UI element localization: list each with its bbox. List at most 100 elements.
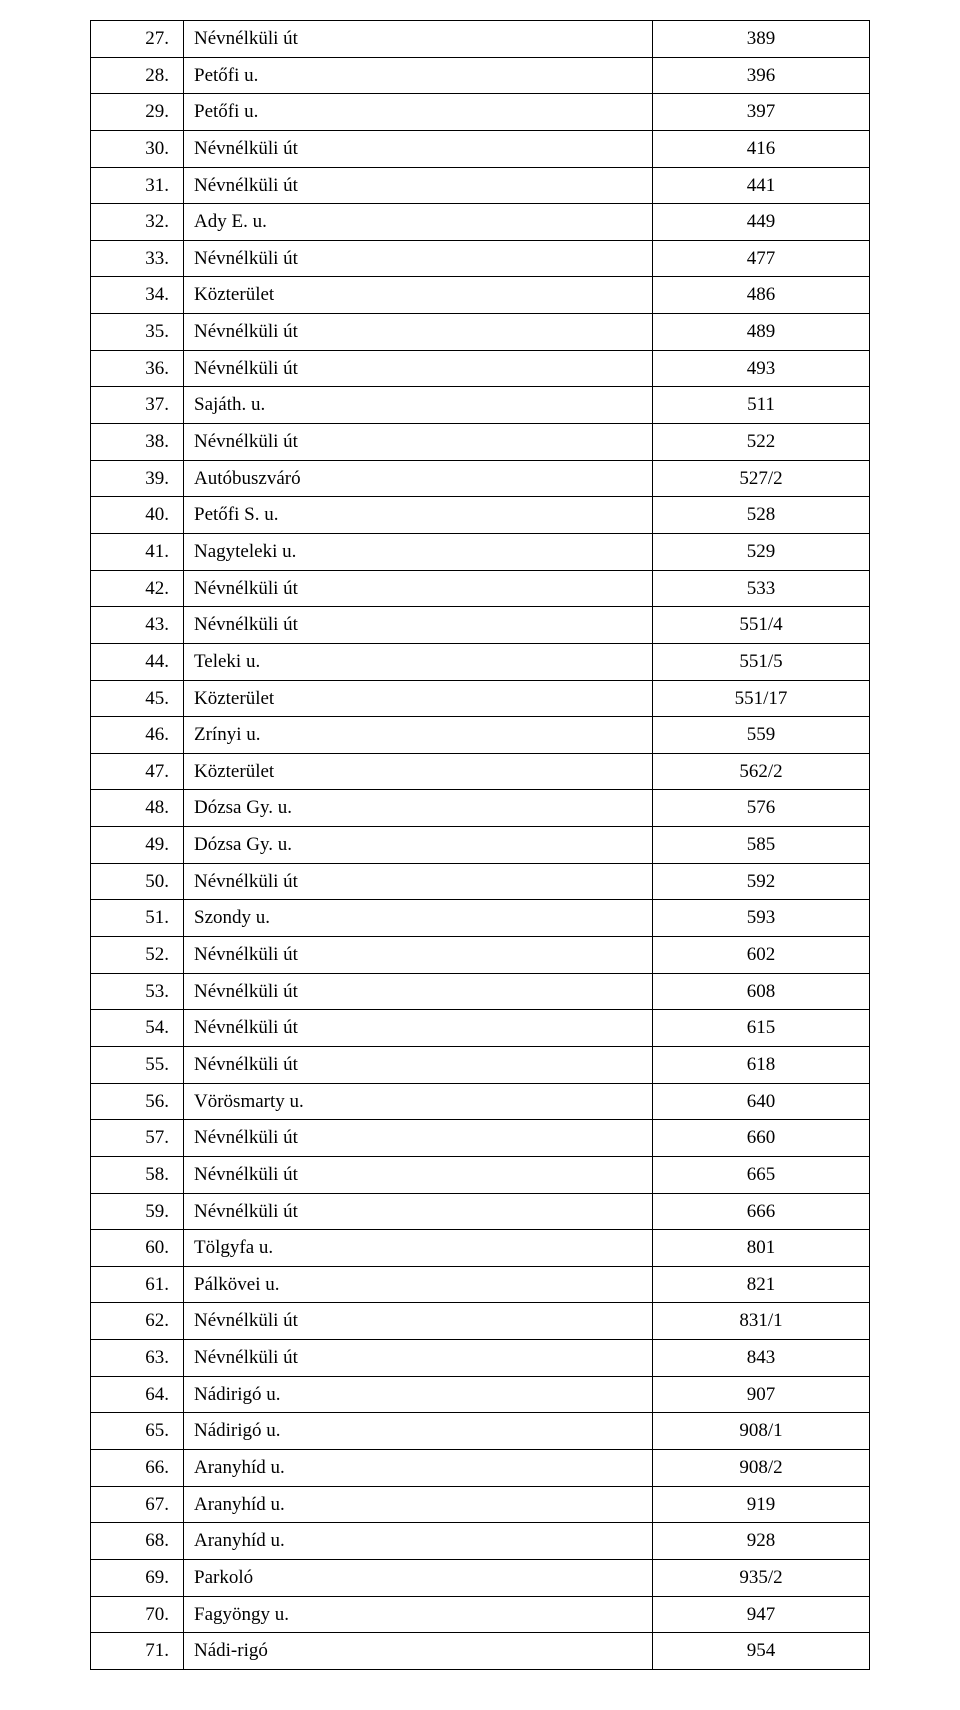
table-row: 43.Névnélküli út551/4: [91, 607, 870, 644]
row-number-cell: 57.: [91, 1120, 184, 1157]
row-value-cell: 935/2: [653, 1559, 870, 1596]
row-name-cell: Közterület: [184, 680, 653, 717]
row-number-cell: 36.: [91, 350, 184, 387]
row-value-cell: 416: [653, 130, 870, 167]
row-value-cell: 801: [653, 1230, 870, 1267]
row-value-cell: 947: [653, 1596, 870, 1633]
table-row: 62.Névnélküli út831/1: [91, 1303, 870, 1340]
table-row: 36.Névnélküli út493: [91, 350, 870, 387]
row-name-cell: Dózsa Gy. u.: [184, 790, 653, 827]
row-number-cell: 55.: [91, 1046, 184, 1083]
row-name-cell: Parkoló: [184, 1559, 653, 1596]
row-name-cell: Névnélküli út: [184, 1010, 653, 1047]
row-number-cell: 51.: [91, 900, 184, 937]
row-value-cell: 592: [653, 863, 870, 900]
row-number-cell: 39.: [91, 460, 184, 497]
table-row: 66.Aranyhíd u.908/2: [91, 1449, 870, 1486]
table-row: 48.Dózsa Gy. u.576: [91, 790, 870, 827]
data-table: 27.Névnélküli út38928.Petőfi u.39629.Pet…: [90, 20, 870, 1670]
row-number-cell: 28.: [91, 57, 184, 94]
row-name-cell: Névnélküli út: [184, 240, 653, 277]
row-value-cell: 660: [653, 1120, 870, 1157]
row-name-cell: Zrínyi u.: [184, 717, 653, 754]
row-number-cell: 48.: [91, 790, 184, 827]
row-name-cell: Névnélküli út: [184, 1046, 653, 1083]
table-row: 45.Közterület551/17: [91, 680, 870, 717]
row-number-cell: 46.: [91, 717, 184, 754]
row-number-cell: 52.: [91, 937, 184, 974]
row-name-cell: Névnélküli út: [184, 130, 653, 167]
row-name-cell: Névnélküli út: [184, 863, 653, 900]
row-name-cell: Aranyhíd u.: [184, 1523, 653, 1560]
table-row: 39.Autóbuszváró527/2: [91, 460, 870, 497]
row-name-cell: Nádirigó u.: [184, 1376, 653, 1413]
table-row: 68.Aranyhíd u.928: [91, 1523, 870, 1560]
table-row: 55.Névnélküli út618: [91, 1046, 870, 1083]
row-number-cell: 30.: [91, 130, 184, 167]
table-row: 56.Vörösmarty u.640: [91, 1083, 870, 1120]
row-value-cell: 528: [653, 497, 870, 534]
table-row: 29.Petőfi u.397: [91, 94, 870, 131]
row-number-cell: 27.: [91, 21, 184, 58]
table-row: 30.Névnélküli út416: [91, 130, 870, 167]
row-name-cell: Nádirigó u.: [184, 1413, 653, 1450]
row-number-cell: 59.: [91, 1193, 184, 1230]
table-row: 40.Petőfi S. u.528: [91, 497, 870, 534]
row-name-cell: Névnélküli út: [184, 167, 653, 204]
row-name-cell: Névnélküli út: [184, 21, 653, 58]
table-row: 70.Fagyöngy u.947: [91, 1596, 870, 1633]
row-number-cell: 31.: [91, 167, 184, 204]
row-value-cell: 389: [653, 21, 870, 58]
row-name-cell: Petőfi S. u.: [184, 497, 653, 534]
row-number-cell: 38.: [91, 424, 184, 461]
row-name-cell: Nagyteleki u.: [184, 533, 653, 570]
row-number-cell: 29.: [91, 94, 184, 131]
row-number-cell: 62.: [91, 1303, 184, 1340]
table-row: 65.Nádirigó u.908/1: [91, 1413, 870, 1450]
table-row: 58.Névnélküli út665: [91, 1156, 870, 1193]
row-number-cell: 43.: [91, 607, 184, 644]
row-number-cell: 71.: [91, 1633, 184, 1670]
row-number-cell: 32.: [91, 204, 184, 241]
row-number-cell: 44.: [91, 643, 184, 680]
table-row: 57.Névnélküli út660: [91, 1120, 870, 1157]
row-value-cell: 608: [653, 973, 870, 1010]
table-row: 37.Sajáth. u.511: [91, 387, 870, 424]
row-number-cell: 34.: [91, 277, 184, 314]
row-name-cell: Szondy u.: [184, 900, 653, 937]
row-value-cell: 665: [653, 1156, 870, 1193]
table-row: 34.Közterület486: [91, 277, 870, 314]
table-row: 27.Névnélküli út389: [91, 21, 870, 58]
table-row: 46.Zrínyi u.559: [91, 717, 870, 754]
row-name-cell: Petőfi u.: [184, 94, 653, 131]
table-row: 47.Közterület562/2: [91, 753, 870, 790]
table-row: 52.Névnélküli út602: [91, 937, 870, 974]
table-row: 67.Aranyhíd u.919: [91, 1486, 870, 1523]
row-value-cell: 843: [653, 1340, 870, 1377]
table-row: 38.Névnélküli út522: [91, 424, 870, 461]
row-name-cell: Névnélküli út: [184, 1303, 653, 1340]
row-value-cell: 640: [653, 1083, 870, 1120]
row-name-cell: Autóbuszváró: [184, 460, 653, 497]
table-row: 28.Petőfi u.396: [91, 57, 870, 94]
table-row: 51.Szondy u.593: [91, 900, 870, 937]
row-name-cell: Névnélküli út: [184, 1193, 653, 1230]
table-body: 27.Névnélküli út38928.Petőfi u.39629.Pet…: [91, 21, 870, 1670]
table-row: 31.Névnélküli út441: [91, 167, 870, 204]
table-row: 53.Névnélküli út608: [91, 973, 870, 1010]
row-number-cell: 69.: [91, 1559, 184, 1596]
row-name-cell: Ady E. u.: [184, 204, 653, 241]
row-number-cell: 49.: [91, 827, 184, 864]
row-number-cell: 54.: [91, 1010, 184, 1047]
row-name-cell: Névnélküli út: [184, 937, 653, 974]
row-value-cell: 486: [653, 277, 870, 314]
row-name-cell: Közterület: [184, 753, 653, 790]
table-row: 63.Névnélküli út843: [91, 1340, 870, 1377]
table-row: 69.Parkoló935/2: [91, 1559, 870, 1596]
row-name-cell: Névnélküli út: [184, 314, 653, 351]
row-name-cell: Névnélküli út: [184, 973, 653, 1010]
row-value-cell: 831/1: [653, 1303, 870, 1340]
row-name-cell: Tölgyfa u.: [184, 1230, 653, 1267]
row-value-cell: 559: [653, 717, 870, 754]
row-number-cell: 61.: [91, 1266, 184, 1303]
